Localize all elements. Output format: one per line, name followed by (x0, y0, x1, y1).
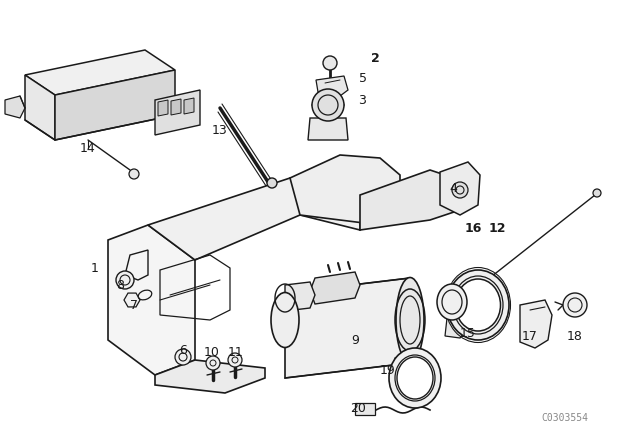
Polygon shape (158, 100, 168, 116)
Text: 5: 5 (359, 72, 367, 85)
Polygon shape (25, 50, 175, 95)
Text: 19: 19 (380, 363, 396, 376)
Polygon shape (285, 282, 315, 311)
Text: 14: 14 (80, 142, 96, 155)
Ellipse shape (456, 279, 500, 331)
Text: 2: 2 (371, 52, 380, 65)
Polygon shape (171, 99, 181, 115)
Text: 11: 11 (228, 345, 244, 358)
Polygon shape (155, 360, 265, 393)
Circle shape (175, 349, 191, 365)
Ellipse shape (397, 357, 433, 399)
Circle shape (312, 89, 344, 121)
Text: 10: 10 (204, 345, 220, 358)
Polygon shape (395, 353, 412, 370)
Text: 3: 3 (358, 94, 366, 107)
Ellipse shape (447, 270, 509, 340)
Ellipse shape (389, 348, 441, 408)
Polygon shape (445, 316, 466, 338)
Circle shape (228, 353, 242, 367)
Polygon shape (440, 162, 480, 215)
Polygon shape (308, 118, 348, 140)
Circle shape (323, 56, 337, 70)
Ellipse shape (437, 284, 467, 320)
Ellipse shape (271, 293, 299, 348)
Polygon shape (184, 98, 194, 114)
Text: 8: 8 (116, 279, 124, 292)
Ellipse shape (396, 277, 424, 362)
Polygon shape (148, 178, 360, 260)
Text: 6: 6 (179, 344, 187, 357)
Text: 20: 20 (350, 401, 366, 414)
Text: 7: 7 (130, 298, 138, 311)
Polygon shape (316, 76, 348, 96)
Text: 15: 15 (460, 327, 476, 340)
Circle shape (116, 271, 134, 289)
Polygon shape (124, 293, 140, 307)
Text: 9: 9 (351, 333, 359, 346)
Polygon shape (108, 225, 195, 375)
Circle shape (452, 182, 468, 198)
Text: 18: 18 (567, 329, 583, 343)
Circle shape (129, 169, 139, 179)
Polygon shape (285, 278, 410, 378)
Text: C0303554: C0303554 (541, 413, 589, 423)
Circle shape (593, 189, 601, 197)
Text: 16: 16 (464, 221, 482, 234)
Polygon shape (290, 155, 400, 225)
Circle shape (563, 293, 587, 317)
Polygon shape (155, 90, 200, 135)
Circle shape (206, 356, 220, 370)
Text: 4: 4 (449, 181, 457, 194)
Text: 13: 13 (212, 124, 228, 137)
Polygon shape (25, 75, 55, 140)
Text: 1: 1 (91, 262, 99, 275)
Bar (355, 403, 375, 415)
Text: 12: 12 (488, 221, 506, 234)
Polygon shape (5, 96, 25, 118)
Polygon shape (360, 170, 460, 230)
Polygon shape (310, 272, 360, 304)
Polygon shape (520, 300, 552, 348)
Polygon shape (55, 70, 175, 140)
Circle shape (267, 178, 277, 188)
Text: 17: 17 (522, 329, 538, 343)
